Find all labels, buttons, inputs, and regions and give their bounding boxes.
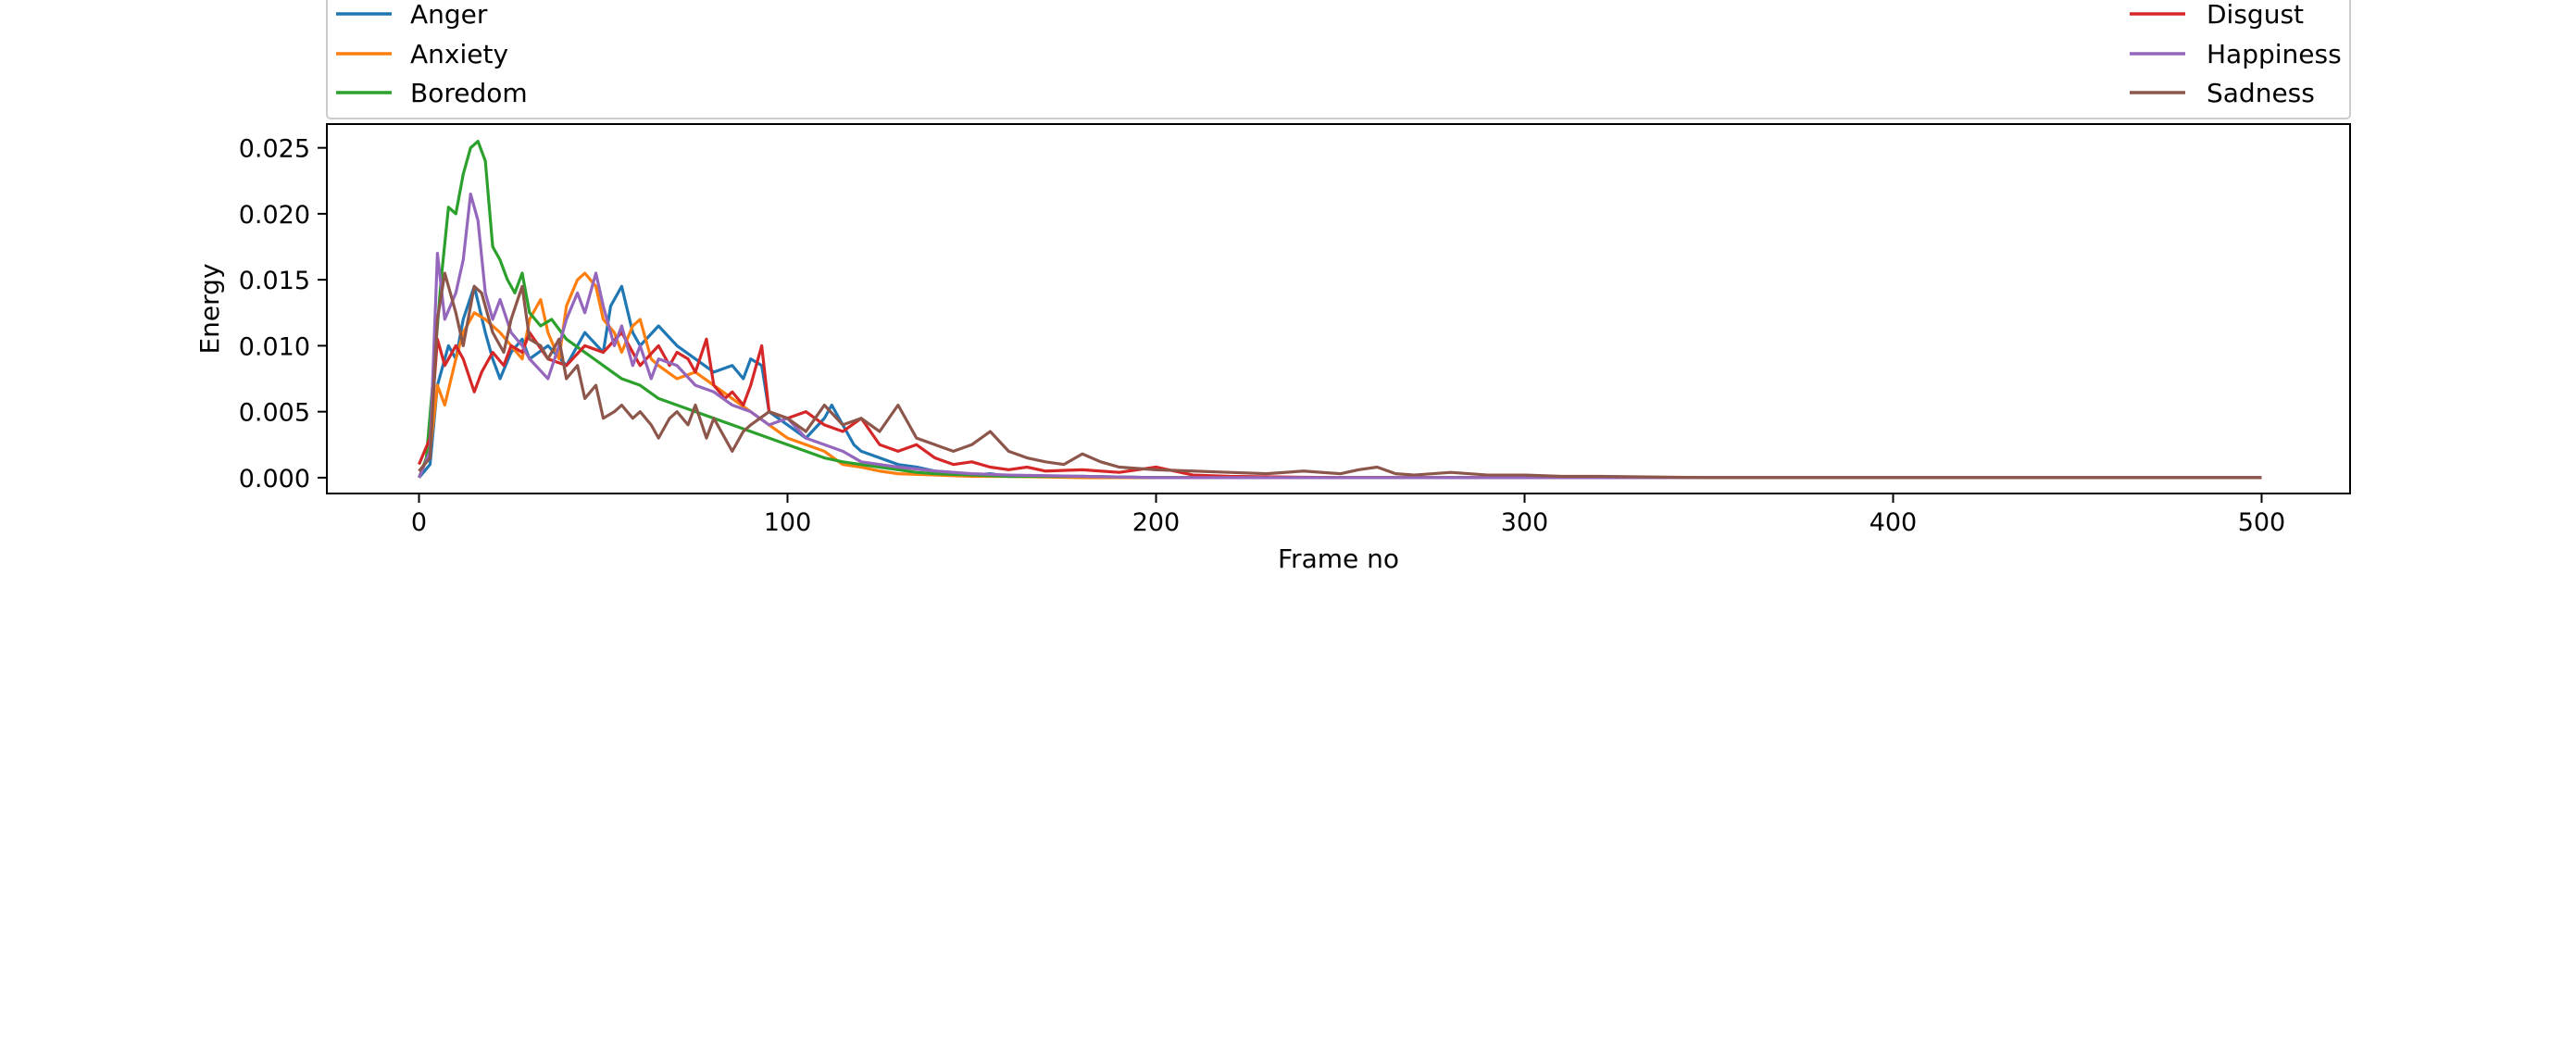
plot-frame bbox=[326, 123, 2351, 494]
plot-area bbox=[326, 123, 2351, 494]
legend: Anger Anxiety Boredom Disgust Happiness Sadne… bbox=[326, 0, 2351, 119]
series-lines bbox=[418, 139, 2262, 480]
series-line-anxiety bbox=[418, 271, 2262, 480]
y-tick-label: 0.020 bbox=[239, 201, 310, 230]
x-tick-label: 300 bbox=[1501, 508, 1549, 537]
legend-box bbox=[326, 0, 2351, 119]
legend-item-anger: Anger bbox=[336, 0, 488, 30]
y-tick-label: 0.015 bbox=[239, 267, 310, 295]
x-tick-label: 400 bbox=[1869, 508, 1918, 537]
x-tick-label: 0 bbox=[411, 508, 427, 537]
legend-item-happiness: Happiness bbox=[2130, 39, 2342, 69]
y-axis: 0.000 0.005 0.010 0.015 0.020 0.025 bbox=[239, 135, 327, 494]
x-tick-label: 200 bbox=[1132, 508, 1181, 537]
series-line-disgust bbox=[418, 331, 2262, 480]
legend-label: Happiness bbox=[2207, 39, 2342, 69]
series-line-boredom bbox=[418, 139, 2262, 480]
legend-item-anxiety: Anxiety bbox=[336, 39, 508, 69]
y-axis-label: Energy bbox=[194, 263, 225, 354]
y-tick-label: 0.005 bbox=[239, 399, 310, 428]
legend-label: Sadness bbox=[2207, 78, 2315, 108]
legend-item-sadness: Sadness bbox=[2130, 78, 2315, 108]
legend-label: Anger bbox=[410, 0, 488, 30]
legend-item-boredom: Boredom bbox=[336, 78, 528, 108]
x-tick-label: 500 bbox=[2238, 508, 2286, 537]
x-axis: 0 100 200 300 400 500 bbox=[411, 494, 2285, 537]
series-line-anger bbox=[418, 284, 2262, 480]
y-tick-label: 0.010 bbox=[239, 332, 310, 361]
legend-label: Boredom bbox=[410, 78, 528, 108]
legend-label: Anxiety bbox=[410, 39, 508, 69]
series-line-happiness bbox=[418, 192, 2262, 480]
y-tick-label: 0.000 bbox=[239, 465, 310, 494]
series-line-sadness bbox=[418, 271, 2262, 480]
x-axis-label: Frame no bbox=[1278, 543, 1399, 574]
x-tick-label: 100 bbox=[764, 508, 812, 537]
y-tick-label: 0.025 bbox=[239, 135, 310, 164]
legend-label: Disgust bbox=[2207, 0, 2304, 30]
legend-item-disgust: Disgust bbox=[2130, 0, 2304, 30]
